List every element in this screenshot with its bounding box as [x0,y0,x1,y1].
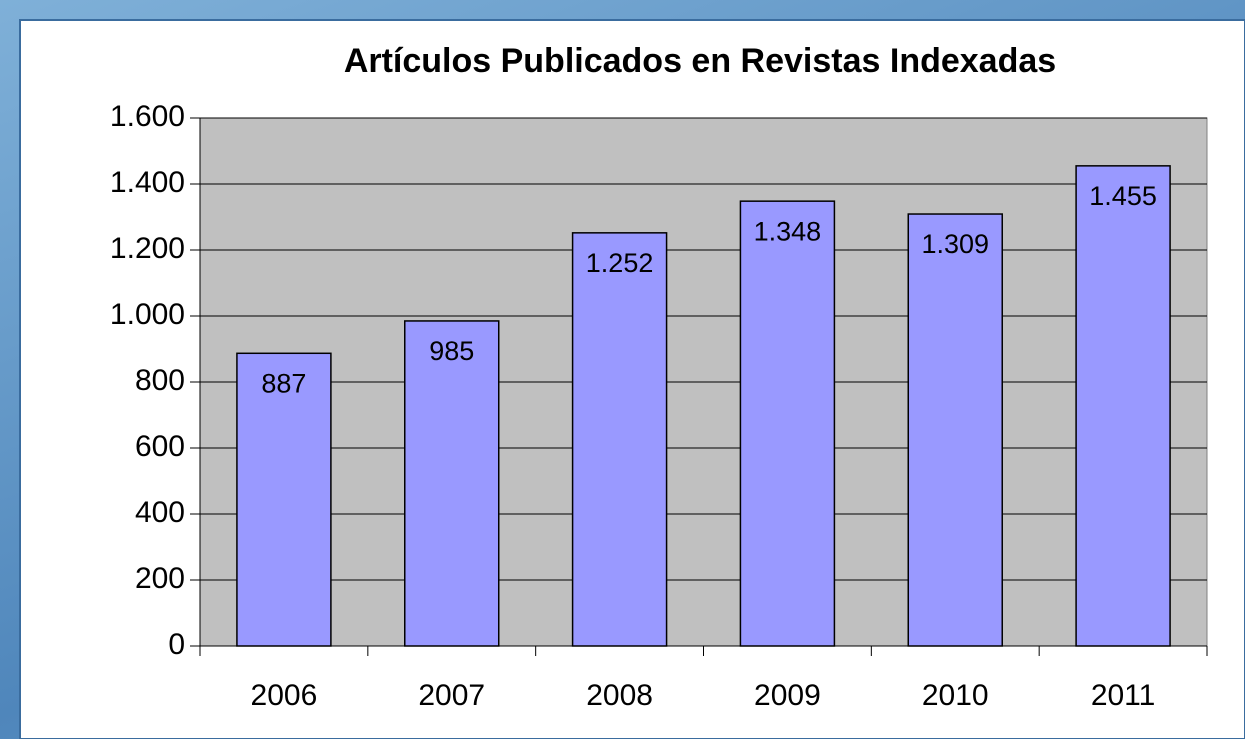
bar [236,352,332,647]
y-tick-label: 0 [168,628,185,661]
x-tick-label: 2009 [754,679,821,712]
data-label: 887 [261,368,306,398]
y-tick-label: 1.400 [110,166,185,199]
data-label: 1.348 [754,216,822,246]
bar [739,200,836,647]
chart-title: Artículos Publicados en Revistas Indexad… [344,42,1056,80]
data-label: 1.455 [1089,181,1157,211]
x-tick-label: 2010 [922,679,989,712]
x-tick-label: 2007 [418,679,485,712]
x-tick-label: 2006 [251,679,318,712]
x-tick-label: 2011 [1091,679,1156,712]
y-tick-label: 1.200 [110,232,185,265]
y-tick-label: 1.000 [110,298,185,331]
data-label: 1.309 [921,229,989,259]
x-tick-label: 2008 [586,679,653,712]
data-label: 985 [429,336,474,366]
y-tick-label: 600 [135,430,185,463]
y-tick-label: 1.600 [110,100,185,133]
y-tick-label: 800 [135,364,185,397]
data-label: 1.252 [586,248,654,278]
bar [907,213,1003,647]
bar [571,232,668,647]
y-tick-label: 200 [135,562,185,595]
y-tick-label: 400 [135,496,185,529]
bar [404,320,500,647]
bar [1075,165,1171,647]
